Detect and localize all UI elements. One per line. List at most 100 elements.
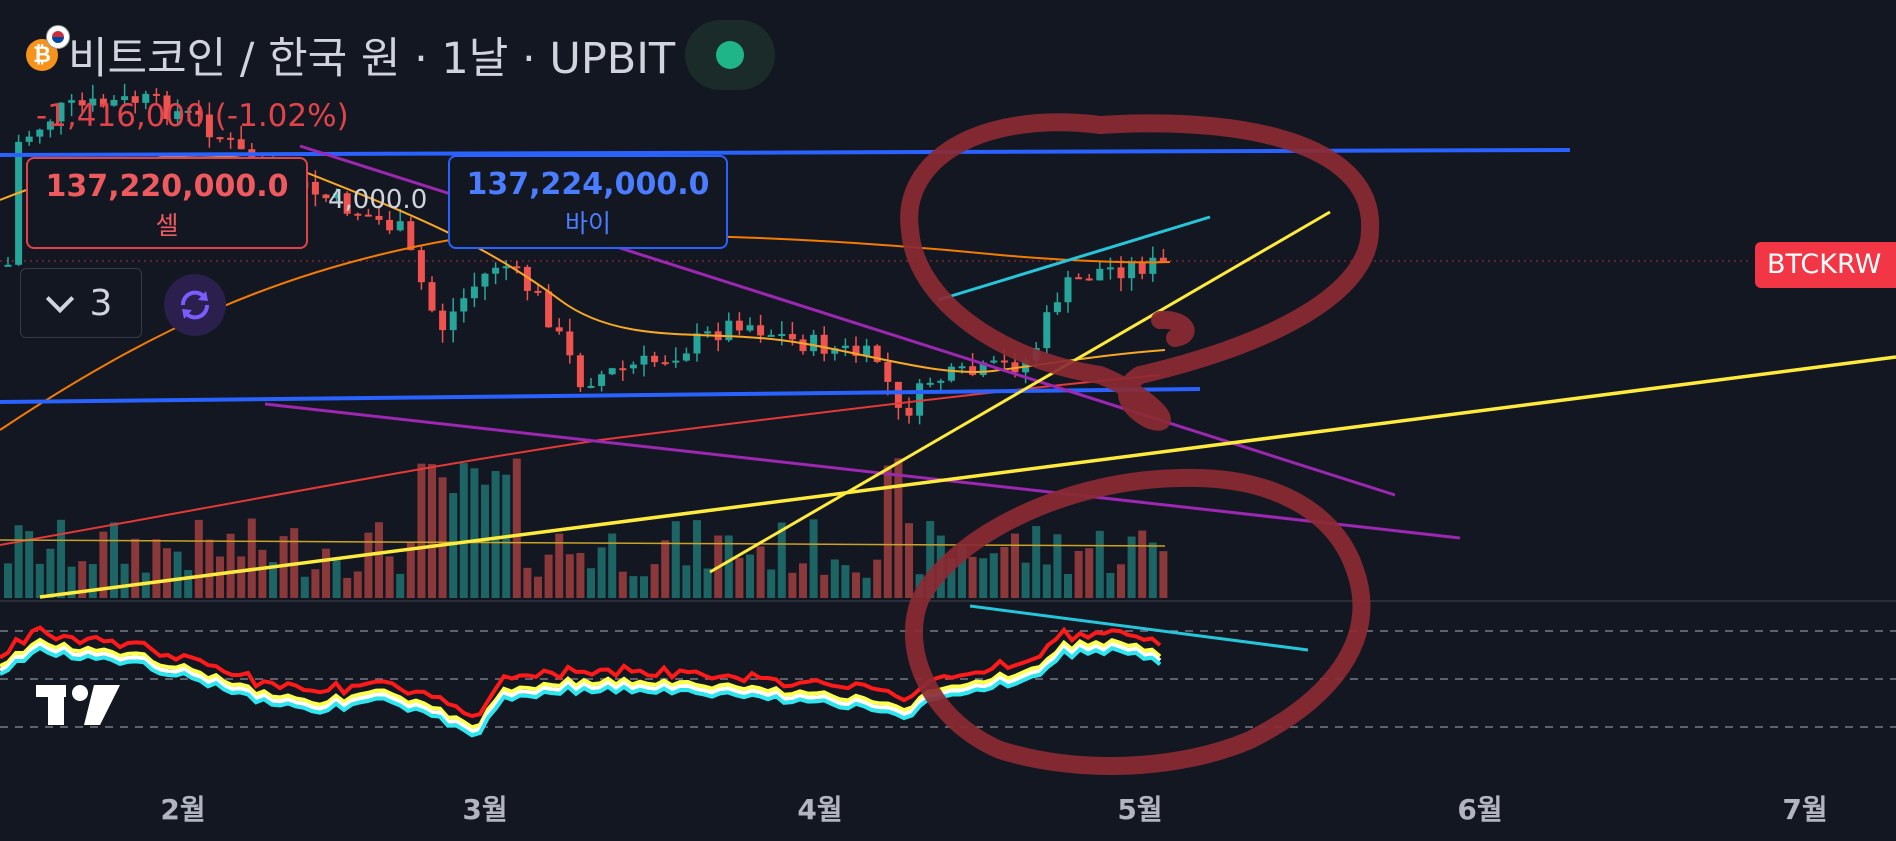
volume-bar: [618, 571, 627, 598]
candle-body: [439, 310, 447, 331]
candle-body: [205, 114, 213, 138]
candle-body: [375, 215, 383, 220]
volume-bar: [173, 551, 182, 598]
market-status-indicator: [685, 20, 776, 90]
yellow-long-trend[interactable]: [39, 355, 1896, 599]
volume-bar: [364, 532, 373, 598]
candle-body: [598, 374, 606, 386]
volume-bar: [470, 468, 479, 598]
volume-bar: [523, 567, 532, 598]
volume-bar: [587, 568, 595, 598]
annotation-circle-price[interactable]: [900, 113, 1380, 431]
volume-bar: [258, 549, 267, 598]
tradingview-logo[interactable]: [36, 683, 126, 733]
candle-body: [947, 366, 955, 381]
candle-body: [152, 93, 160, 96]
spread-value: 4,000.0: [328, 185, 428, 215]
volume-bar: [852, 572, 860, 598]
candle-body: [1149, 257, 1157, 274]
volume-bar: [682, 565, 691, 598]
volume-bar: [1106, 572, 1115, 598]
candle-body: [863, 345, 871, 356]
candle-body: [566, 331, 574, 356]
volume-bar: [438, 477, 447, 598]
month-label-mar: 3월: [462, 793, 508, 826]
candle-body: [470, 286, 478, 299]
candle-body: [184, 110, 192, 113]
annotation-circle-oscillator[interactable]: [904, 468, 1371, 775]
volume-bar: [353, 571, 362, 598]
candle-body: [396, 221, 404, 231]
candle-body: [820, 334, 828, 354]
yellow-steep-trend[interactable]: [709, 210, 1331, 574]
volume-bar: [1053, 534, 1062, 598]
candle-body: [99, 98, 107, 106]
volume-bar: [544, 554, 553, 598]
volume-bar: [1000, 547, 1009, 598]
candle-body: [672, 360, 680, 363]
volume-bar: [1064, 573, 1072, 598]
candle-body: [1075, 277, 1083, 280]
candle-body: [89, 98, 97, 106]
volume-bar: [141, 572, 150, 598]
support-line[interactable]: [0, 387, 1201, 404]
volume-bar: [555, 533, 564, 598]
sell-button[interactable]: 137,220,000.0 셀: [26, 157, 308, 249]
volume-bar: [756, 546, 765, 598]
candle-body: [110, 99, 118, 106]
candle-body: [1053, 302, 1061, 313]
sync-icon: [180, 290, 210, 320]
candle-body: [926, 382, 934, 385]
symbol-header[interactable]: ₿ 비트코인 / 한국 원 · 1날 · UPBIT: [26, 20, 776, 90]
candle-body: [937, 380, 945, 383]
volume-bar: [809, 519, 818, 598]
purple-trend-lower[interactable]: [264, 402, 1461, 540]
candle-body: [608, 368, 616, 375]
price-axis-ticker-label: BTCKRW: [1755, 242, 1896, 288]
cyan-channel-price[interactable]: [937, 215, 1211, 302]
indicators-toggle-button[interactable]: 3: [20, 268, 142, 338]
candle-body: [131, 96, 139, 103]
candlesticks: [4, 83, 1167, 425]
candle-body: [969, 366, 977, 375]
candle-body: [311, 181, 319, 195]
oscillator-cyan: [0, 645, 1162, 738]
candle-body: [905, 407, 913, 416]
candle-body: [1085, 278, 1093, 281]
volume-bar: [152, 539, 161, 598]
chevron-down-icon: [45, 284, 74, 314]
candle-body: [216, 137, 224, 140]
symbol-title[interactable]: 비트코인 / 한국 원 · 1날 · UPBIT: [68, 34, 676, 84]
volume-bar: [841, 565, 850, 598]
volume-bar: [67, 566, 76, 598]
volume-bar: [894, 458, 903, 598]
volume-bar: [703, 568, 712, 598]
volume-bar: [4, 563, 12, 598]
candle-body: [651, 355, 659, 363]
buy-button[interactable]: 137,224,000.0 바이: [448, 155, 728, 249]
volume-bar: [1011, 533, 1019, 598]
volume-bar: [269, 562, 277, 598]
candle-body: [428, 282, 436, 311]
volume-bar: [1159, 551, 1168, 598]
volume-bar: [449, 493, 458, 598]
sell-price: 137,220,000.0: [45, 169, 289, 204]
volume-bar: [1138, 530, 1147, 598]
cyan-divergence-line[interactable]: [969, 604, 1309, 652]
candle-body: [958, 366, 966, 369]
sync-button[interactable]: [164, 274, 226, 336]
candle-body: [174, 111, 182, 120]
candle-body: [661, 362, 669, 365]
volume-bar: [597, 547, 606, 598]
candle-body: [25, 136, 33, 142]
candle-body: [121, 96, 129, 100]
volume-bar: [1127, 536, 1136, 598]
volume-bar: [99, 531, 108, 598]
ma-volume: [0, 539, 1166, 547]
candle-body: [36, 129, 44, 137]
candle-body: [693, 333, 701, 354]
volume-bar: [459, 463, 468, 598]
volume-bar: [396, 573, 405, 598]
candle-body: [990, 360, 998, 363]
